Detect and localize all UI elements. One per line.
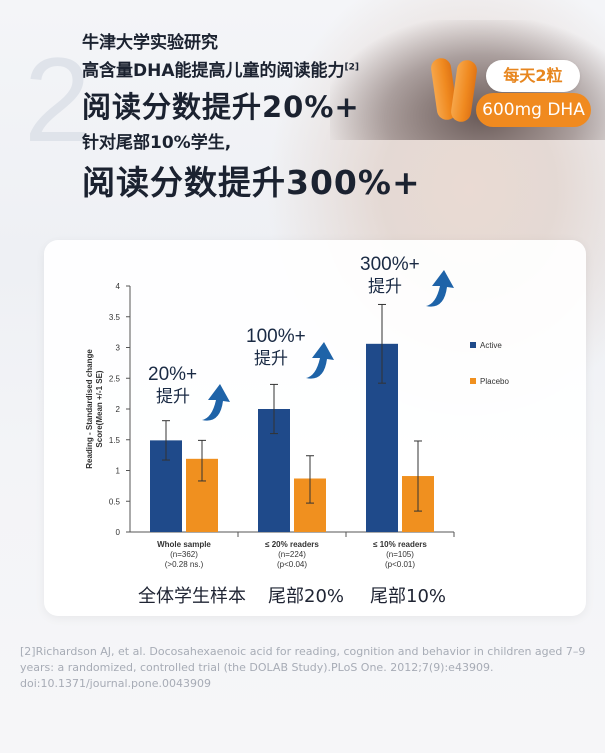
y-tick-label: 3.5 [109,313,121,322]
dosage-amount: 600mg DHA [476,93,591,127]
x-tick-label: (n=362) [170,550,198,559]
legend-swatch [470,378,476,384]
up-arrow-icon [202,384,230,421]
reference-footnote: [2]Richardson AJ, et al. Docosahexaenoic… [20,645,586,690]
caption-bottom-10: 尾部10% [370,586,447,607]
x-tick-label: (p<0.04) [277,560,307,569]
capsule-icon [429,56,480,124]
headline-bottom-improvement: 阅读分数提升300%+ [82,163,421,202]
headline-study: 牛津大学实验研究 [82,33,218,53]
x-tick-label: ≤ 20% readers [265,540,319,549]
legend-label: Placebo [480,377,509,386]
y-tick-label: 4 [116,282,121,291]
bar-chart: 0 0.5 1 1.5 2 2.5 3 3.5 4 Reading - Standardised … [85,254,509,569]
annotation-percent: 100%+ [246,326,306,347]
y-tick-label: 2.5 [109,374,121,383]
y-tick-label: 1.5 [109,436,121,445]
y-axis-label: Reading - Standardised changeScore(Mean … [85,349,104,469]
annotation-percent: 300%+ [360,254,420,275]
x-tick-label: (p<0.01) [385,560,415,569]
caption-whole: 全体学生样本 [138,586,246,607]
up-arrow-icon [306,342,334,379]
chart-panel: 0 0.5 1 1.5 2 2.5 3 3.5 4 Reading - Standardised … [44,240,586,616]
section-number: 2 [24,33,91,167]
up-arrow-icon [426,270,454,307]
x-tick-label: (>0.28 ns.) [165,560,204,569]
headline-claim: 高含量DHA能提高儿童的阅读能力[2] [82,61,359,81]
legend-swatch [470,342,476,348]
headline-improvement: 阅读分数提升20%+ [82,90,360,124]
y-tick-label: 3 [116,344,121,353]
legend-label: Active [480,341,502,350]
y-tick-label: 2 [116,405,121,414]
x-tick-label: Whole sample [157,540,211,549]
annotation-label: 提升 [254,349,288,368]
y-tick-label: 1 [116,467,121,476]
x-tick-label: ≤ 10% readers [373,540,427,549]
headline-bottom-group: 针对尾部10%学生, [82,133,232,153]
caption-bottom-20: 尾部20% [268,586,345,607]
annotation-percent: 20%+ [148,364,197,385]
dosage-frequency: 每天2粒 [486,60,580,92]
y-tick-label: 0.5 [109,497,121,506]
dosage-badge: 每天2粒 600mg DHA [476,60,591,128]
y-tick-label: 0 [116,528,121,537]
x-tick-label: (n=105) [386,550,414,559]
x-tick-label: (n=224) [278,550,306,559]
annotation-label: 提升 [368,277,402,296]
annotation-label: 提升 [156,387,190,406]
